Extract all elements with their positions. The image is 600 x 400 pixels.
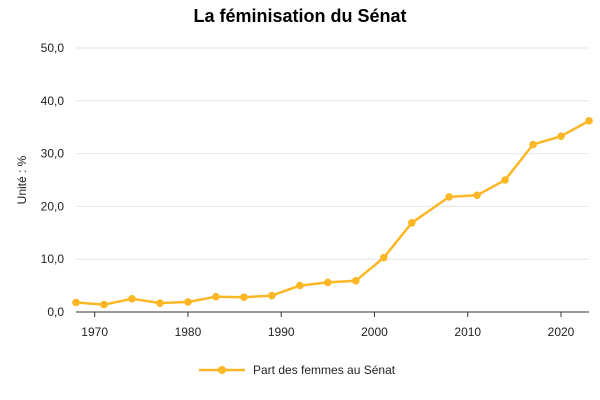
axes — [76, 311, 589, 317]
data-point — [380, 253, 388, 262]
y-tick-label: 20,0 — [41, 199, 65, 213]
x-tick-label: 1980 — [175, 325, 202, 339]
data-point — [407, 218, 416, 227]
data-point — [585, 117, 593, 125]
y-axis-label: Unité : % — [15, 155, 29, 204]
data-point — [557, 132, 565, 140]
x-tick-label: 2010 — [454, 325, 481, 339]
x-tick-label: 1970 — [81, 325, 108, 339]
chart-title: La féminisation du Sénat — [193, 6, 407, 26]
data-point — [240, 293, 248, 302]
y-tick-label: 40,0 — [41, 94, 65, 108]
legend-marker-icon — [218, 366, 226, 374]
data-point — [72, 298, 80, 307]
data-point — [184, 298, 192, 306]
data-point — [100, 300, 108, 309]
x-tick-label: 1990 — [268, 325, 295, 339]
y-tick-label: 50,0 — [41, 41, 65, 55]
series-line — [75, 119, 590, 306]
data-point — [352, 277, 360, 285]
legend[interactable]: Part des femmes au Sénat — [199, 363, 396, 377]
data-point — [156, 299, 164, 307]
data-point — [445, 193, 453, 201]
data-point — [212, 292, 220, 301]
x-tick-label: 2000 — [361, 325, 388, 339]
y-tick-label: 0,0 — [47, 305, 64, 319]
data-point — [296, 281, 304, 290]
y-tick-label: 10,0 — [41, 252, 65, 266]
y-tick-label: 30,0 — [41, 147, 65, 161]
data-point — [324, 278, 332, 287]
data-point — [501, 176, 509, 184]
data-point — [128, 295, 136, 303]
x-tick-label: 2020 — [548, 325, 575, 339]
legend-label: Part des femmes au Sénat — [253, 363, 396, 377]
series-layer — [72, 117, 593, 309]
tick-labels: 0,0 10,0 20,0 30,0 40,0 50,0 1970 1980 1990 2000 2… — [41, 41, 575, 339]
data-point — [268, 291, 276, 300]
data-point — [529, 140, 537, 149]
gridlines — [76, 47, 589, 260]
data-point — [473, 191, 481, 200]
